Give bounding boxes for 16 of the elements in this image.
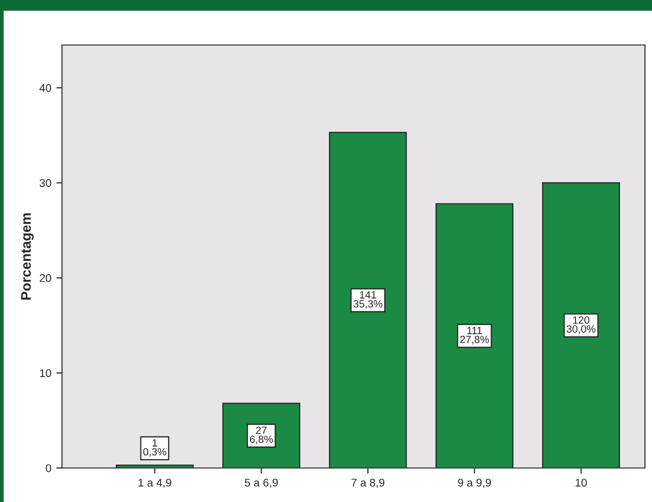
y-tick-label: 40 bbox=[39, 84, 52, 92]
y-tick-label: 10 bbox=[40, 369, 52, 378]
data-label: 111 27,8% bbox=[460, 326, 489, 344]
x-tick-label: 7 a 8,9 bbox=[351, 478, 384, 488]
data-label: 120 30,0% bbox=[566, 316, 596, 334]
x-tick-label: 5 a 6,9 bbox=[244, 478, 278, 488]
data-label: 27 6,8% bbox=[250, 426, 273, 444]
x-tick-label: 10 bbox=[576, 478, 587, 487]
y-axis-title: Porcentagem bbox=[21, 213, 34, 300]
data-label: 1 0,3% bbox=[143, 439, 166, 457]
x-tick-label: 1 a 4,9 bbox=[138, 478, 172, 488]
data-label: 141 35,3% bbox=[354, 291, 382, 309]
y-tick-label: 0 bbox=[46, 464, 52, 472]
y-tick-label: 20 bbox=[40, 274, 52, 282]
y-tick-label: 30 bbox=[40, 179, 52, 187]
x-tick-label: 9 a 9,9 bbox=[458, 478, 491, 488]
